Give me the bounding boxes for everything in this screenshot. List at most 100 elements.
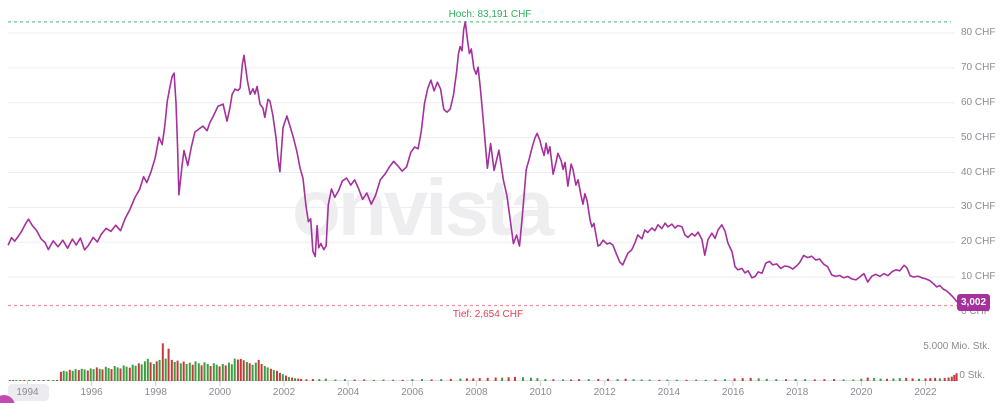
volume-bar: [101, 369, 104, 381]
volume-bar: [570, 379, 573, 381]
y-axis-label-20chf: 20 CHF: [961, 236, 996, 248]
volume-bar: [943, 378, 946, 381]
volume-bar: [411, 379, 414, 381]
volume-bar: [143, 361, 146, 381]
volume-bar: [8, 380, 11, 381]
volume-bar: [430, 379, 433, 381]
volume-bar: [953, 374, 956, 381]
volume-bar: [263, 366, 266, 381]
volume-bar: [242, 360, 245, 381]
volume-bar: [155, 361, 158, 381]
volume-bar: [137, 363, 140, 381]
volume-bar: [203, 362, 206, 381]
year-chip-1994[interactable]: [8, 384, 49, 401]
low-annotation-label: Tief: 2,654 CHF: [452, 309, 524, 320]
volume-bar: [110, 369, 113, 381]
volume-bar: [318, 379, 321, 381]
volume-bar: [344, 379, 346, 381]
volume-bar: [597, 379, 600, 381]
volume-bar: [206, 364, 209, 381]
year-label-2014: 2014: [657, 387, 681, 398]
volume-bar: [392, 379, 395, 381]
volume-bar: [176, 360, 179, 381]
volume-bar: [122, 365, 125, 381]
year-label-2006: 2006: [401, 387, 424, 398]
volume-bar: [221, 364, 224, 381]
volume-bar: [578, 379, 581, 381]
volume-bar: [167, 348, 170, 381]
y-axis-label-10chf: 10 CHF: [961, 271, 996, 283]
volume-bar: [65, 371, 68, 381]
volume-bar: [197, 363, 200, 381]
volume-bar: [291, 377, 294, 381]
volume-bar: [714, 379, 717, 381]
volume-bar: [89, 368, 92, 381]
volume-bar: [440, 379, 443, 381]
volume-bar: [239, 358, 242, 381]
volume-bar: [886, 378, 888, 381]
year-label-2022: 2022: [914, 387, 937, 398]
volume-bar: [449, 378, 452, 381]
current-price-badge: 3,002: [957, 294, 990, 311]
volume-bar: [179, 363, 182, 381]
volume-bar: [305, 379, 308, 381]
volume-bar: [324, 378, 327, 381]
volume-bar: [209, 366, 212, 381]
volume-bar: [80, 368, 83, 381]
volume-bar: [486, 377, 489, 381]
volume-bar: [218, 366, 221, 381]
volume-bar: [113, 366, 116, 381]
volume-bar: [191, 364, 194, 381]
year-label-1994: 1994: [16, 387, 39, 398]
volume-bar: [334, 379, 337, 381]
volume-bar: [658, 379, 661, 381]
volume-bar: [775, 379, 778, 381]
volume-bar: [68, 369, 71, 381]
volume-bar: [514, 376, 516, 381]
volume-bar: [23, 380, 26, 381]
volume-bar: [465, 378, 468, 381]
y-axis-label-0chf: 0 CHF: [961, 306, 990, 317]
volume-bar: [98, 368, 101, 381]
volume-bar: [892, 378, 895, 381]
volume-bar: [685, 379, 688, 381]
y-axis-label-80chf: 80 CHF: [961, 27, 996, 38]
volume-bar: [866, 377, 869, 381]
y-axis-label-40chf: 40 CHF: [961, 166, 996, 178]
volume-bar: [459, 378, 462, 381]
volume-bar: [212, 363, 215, 381]
volume-bar: [478, 378, 481, 381]
volume-bar: [119, 368, 122, 381]
volume-bar: [266, 367, 269, 381]
y-axis-label-60chf: 60 CHF: [961, 96, 996, 108]
volume-bar: [934, 377, 937, 381]
volume-bar: [401, 379, 404, 381]
volume-bar: [278, 372, 281, 381]
volume-bar: [833, 379, 836, 381]
volume-bar: [297, 378, 300, 381]
volume-bar: [281, 374, 284, 381]
volume-bar: [251, 364, 254, 381]
volume-bar: [879, 378, 882, 381]
volume-bar: [955, 373, 958, 381]
volume-axis-label-0: 0 Stk.: [959, 370, 985, 381]
volume-bar: [236, 359, 239, 381]
volume-bar: [37, 380, 40, 381]
volume-bar: [632, 379, 635, 381]
volume-bar: [765, 378, 768, 381]
volume-bar: [83, 369, 86, 381]
volume-bar: [227, 362, 230, 381]
volume-bar: [918, 378, 920, 381]
volume-bar: [15, 380, 18, 381]
volume-bar: [741, 378, 744, 381]
volume-bar: [173, 362, 176, 381]
volume-bar: [245, 362, 248, 381]
volume-bar: [95, 367, 98, 381]
volume-bar: [188, 362, 191, 381]
volume-bar: [804, 379, 807, 381]
volume-bar: [146, 358, 149, 381]
year-label-2000: 2000: [208, 387, 232, 398]
volume-bar: [56, 380, 58, 381]
volume-bar: [929, 378, 932, 381]
